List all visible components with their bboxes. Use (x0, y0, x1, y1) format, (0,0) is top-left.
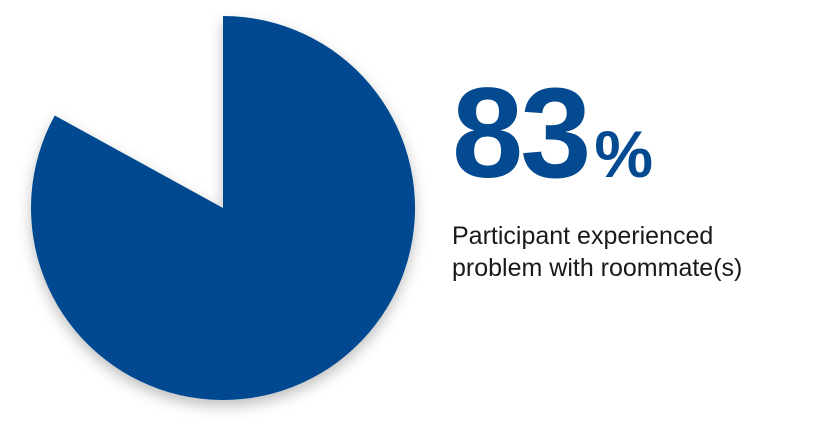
stat-block: 83 % Participant experienced problem wit… (452, 70, 802, 284)
pie-chart (31, 16, 415, 400)
stat-percent-sign: % (594, 117, 654, 191)
stat-number: 83 (452, 62, 591, 205)
stat-caption: Participant experienced problem with roo… (452, 220, 802, 284)
stat-caption-line-2: problem with roommate(s) (452, 254, 743, 282)
pie-slice-0 (31, 16, 415, 400)
stat-caption-line-1: Participant experienced (452, 222, 714, 250)
stat-line: 83 % (452, 70, 802, 198)
